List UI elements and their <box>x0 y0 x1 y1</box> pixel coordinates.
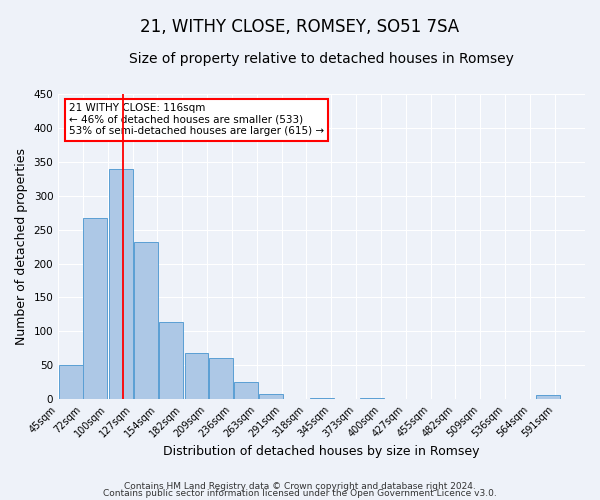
Bar <box>83 218 107 399</box>
Bar <box>234 382 258 399</box>
Text: 21, WITHY CLOSE, ROMSEY, SO51 7SA: 21, WITHY CLOSE, ROMSEY, SO51 7SA <box>140 18 460 36</box>
Bar <box>109 168 133 399</box>
X-axis label: Distribution of detached houses by size in Romsey: Distribution of detached houses by size … <box>163 444 480 458</box>
Bar <box>134 242 158 399</box>
Bar <box>360 398 384 399</box>
Text: 21 WITHY CLOSE: 116sqm
← 46% of detached houses are smaller (533)
53% of semi-de: 21 WITHY CLOSE: 116sqm ← 46% of detached… <box>69 103 324 136</box>
Bar <box>59 366 83 399</box>
Title: Size of property relative to detached houses in Romsey: Size of property relative to detached ho… <box>129 52 514 66</box>
Bar <box>310 398 334 399</box>
Bar <box>209 358 233 399</box>
Bar <box>185 353 208 399</box>
Text: Contains public sector information licensed under the Open Government Licence v3: Contains public sector information licen… <box>103 489 497 498</box>
Y-axis label: Number of detached properties: Number of detached properties <box>15 148 28 345</box>
Bar <box>259 394 283 399</box>
Bar <box>159 322 183 399</box>
Text: Contains HM Land Registry data © Crown copyright and database right 2024.: Contains HM Land Registry data © Crown c… <box>124 482 476 491</box>
Bar <box>536 395 560 399</box>
